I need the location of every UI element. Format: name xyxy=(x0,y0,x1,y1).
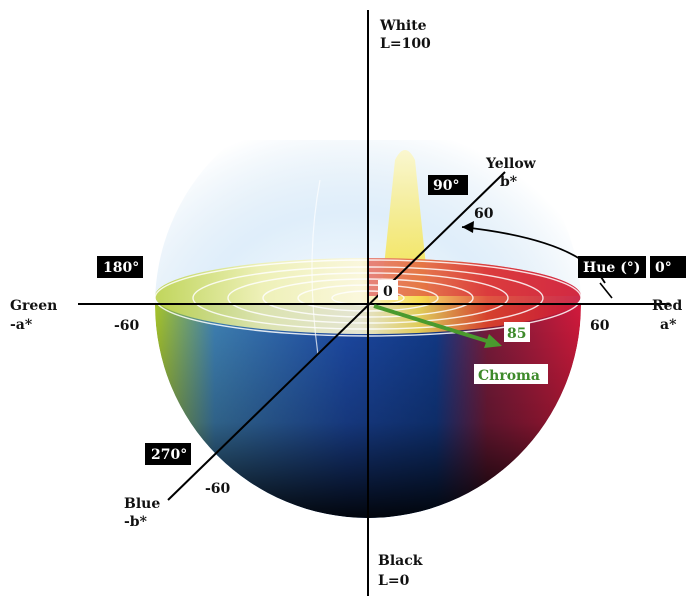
hue-label: Hue (°) xyxy=(583,260,640,276)
a-pos-60-tick: 60 xyxy=(590,318,610,334)
white-label: White xyxy=(379,18,427,34)
chroma-label: Chroma xyxy=(478,368,540,384)
b-neg-label: -b* xyxy=(124,514,148,530)
green-label: Green xyxy=(10,298,57,314)
chroma-value-box xyxy=(504,322,530,342)
deg-180-label: 180° xyxy=(103,260,139,276)
l0-label: L=0 xyxy=(378,573,410,589)
a-neg-60-tick: -60 xyxy=(114,318,140,334)
red-label: Red xyxy=(652,298,683,314)
deg-270-box xyxy=(145,443,191,465)
deg-90-box xyxy=(428,175,468,195)
red-sector xyxy=(368,258,581,296)
chroma-value-label: 85 xyxy=(507,326,526,342)
meridian-line xyxy=(311,179,321,356)
hue-box xyxy=(578,256,646,278)
chroma-arrowhead xyxy=(484,334,502,348)
deg-180-box xyxy=(97,256,143,278)
black-label: Black xyxy=(378,553,423,569)
chroma-arrow xyxy=(373,304,491,344)
blue-label: Blue xyxy=(124,496,160,512)
l100-label: L=100 xyxy=(380,36,431,52)
chroma-label-box xyxy=(474,364,548,384)
hue-arrowhead xyxy=(462,221,474,233)
a-neg-label: -a* xyxy=(10,317,33,333)
b-axis xyxy=(167,171,506,501)
deg-270-label: 270° xyxy=(151,447,187,463)
hue-leader xyxy=(599,282,613,299)
yellow-label: Yellow xyxy=(485,156,537,172)
b-pos-label: b* xyxy=(500,174,518,190)
b-neg-60-tick: -60 xyxy=(205,481,231,497)
axes xyxy=(78,10,670,596)
deg-0-box xyxy=(650,256,686,278)
a-pos-label: a* xyxy=(660,317,677,333)
deg-0-label: 0° xyxy=(655,260,672,276)
origin-tick: 0 xyxy=(383,284,393,300)
deg-90-label: 90° xyxy=(433,178,459,194)
origin-box xyxy=(378,280,398,300)
b-pos-60-tick: 60 xyxy=(474,206,494,222)
